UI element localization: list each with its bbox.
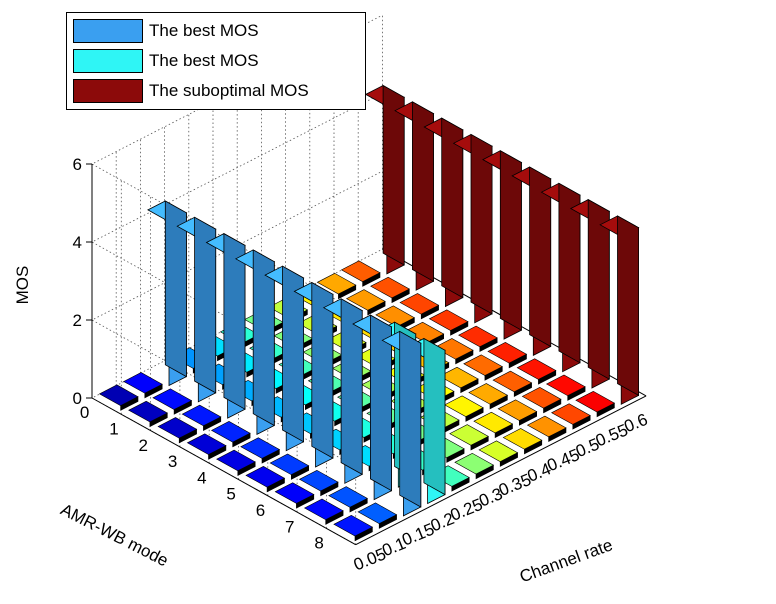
y-tick-label: 1: [109, 419, 118, 438]
y-tick-label: 7: [285, 517, 294, 536]
floor-tile: [186, 433, 227, 460]
legend-entry: The suboptimal MOS: [73, 76, 359, 106]
floor-tile: [181, 404, 222, 431]
bar: [176, 216, 217, 403]
z-tick-label: 6: [73, 155, 82, 174]
floor-tile: [370, 276, 410, 304]
floor-tile: [492, 370, 533, 397]
x-axis: [355, 395, 647, 546]
bar: [364, 84, 406, 275]
floor-tile: [152, 388, 193, 415]
floor-tile: [157, 417, 198, 444]
floor-tile: [458, 325, 498, 352]
floor-tile: [345, 289, 386, 316]
floor-tile: [357, 502, 398, 529]
x-axis-label: Channel rate: [517, 535, 615, 586]
floor-tile: [526, 415, 567, 442]
bar: [511, 166, 552, 357]
bar: [405, 337, 446, 505]
z-tick-label: 2: [73, 311, 82, 330]
floor-tile: [575, 390, 616, 418]
floor-tile: [438, 366, 479, 394]
legend-label: The best MOS: [149, 21, 259, 40]
y-tick-label: 0: [80, 403, 89, 422]
floor-tile: [468, 383, 509, 410]
bar: [293, 281, 334, 468]
floor-tile: [521, 387, 562, 414]
floor-tile: [502, 428, 543, 455]
bar: [482, 150, 523, 340]
y-axis: [91, 397, 356, 546]
floor-tile: [545, 374, 586, 401]
floor-tile: [497, 399, 538, 426]
y-tick-label: 6: [256, 501, 265, 520]
floor-tile: [245, 466, 286, 493]
floor-tile: [298, 469, 339, 497]
bar: [234, 249, 276, 436]
floor-tile: [463, 354, 503, 381]
z-tick-label: 0: [73, 389, 82, 408]
floor-tile: [240, 437, 281, 464]
floor-tile: [399, 293, 440, 320]
floor-tile: [487, 342, 528, 369]
bar: [381, 330, 422, 517]
bar: [264, 265, 305, 452]
floor-tile: [444, 395, 484, 422]
floor-tile: [303, 498, 344, 525]
floor-tile: [210, 421, 251, 448]
y-tick-label: 4: [197, 468, 206, 487]
legend-label: The suboptimal MOS: [149, 81, 309, 100]
bar: [569, 198, 611, 389]
bar: [452, 133, 493, 324]
bar: [599, 215, 640, 405]
bar: [322, 298, 364, 484]
y-axis-label: AMR-WB mode: [58, 500, 172, 571]
y-tick-label: 8: [314, 534, 323, 553]
floor-tile: [316, 272, 357, 300]
floor-tile: [269, 453, 310, 480]
legend: The best MOS The best MOS The suboptimal…: [66, 12, 366, 110]
floor-tile: [328, 486, 368, 513]
bar: [147, 200, 188, 387]
floor-tile: [449, 424, 489, 451]
floor-tile: [98, 384, 139, 411]
legend-entry: The best MOS: [73, 16, 359, 46]
legend-swatch: [73, 79, 143, 103]
floor-tile: [340, 260, 381, 287]
floor-tile: [551, 403, 591, 430]
floor-tile: [478, 440, 519, 467]
legend-swatch: [73, 49, 143, 73]
floor-tile: [123, 372, 163, 399]
bar: [352, 314, 393, 501]
z-tick-label: 4: [73, 233, 82, 252]
bar: [423, 117, 464, 308]
floor-tile: [428, 309, 469, 336]
floor-tile: [433, 338, 474, 365]
bar: [540, 182, 581, 373]
y-tick-label: 5: [226, 485, 235, 504]
floor-tile: [128, 400, 168, 428]
legend-entry: The best MOS: [73, 46, 359, 76]
floor-tile: [454, 452, 495, 480]
y-tick-label: 2: [139, 436, 148, 455]
z-axis-label: MOS: [13, 266, 32, 305]
floor-tile: [473, 411, 514, 439]
floor-tile: [516, 358, 557, 385]
bars: [147, 84, 640, 517]
legend-label: The best MOS: [149, 51, 259, 70]
bar: [394, 101, 435, 291]
floor-tile: [274, 482, 315, 509]
bar: [205, 232, 246, 419]
floor-tile: [216, 449, 256, 476]
y-tick-label: 3: [168, 452, 177, 471]
floor-tile: [333, 514, 374, 542]
legend-swatch: [73, 19, 143, 43]
